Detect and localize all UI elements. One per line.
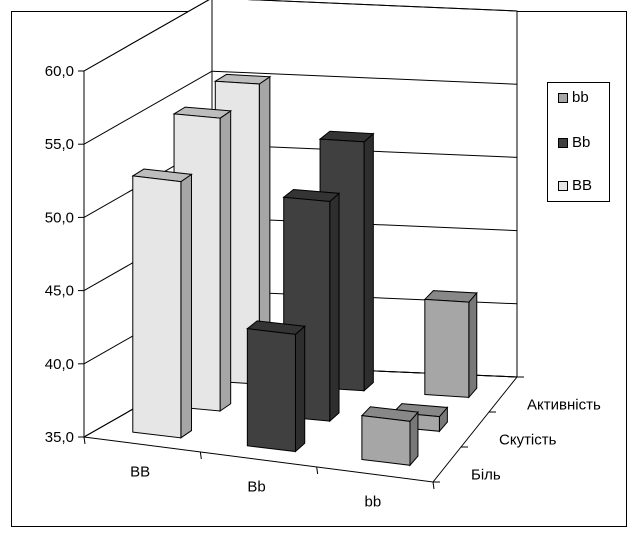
bar-Bb-Біль [246, 320, 306, 453]
depth-tick-label: Активність [527, 397, 601, 414]
depth-tick-label: Біль [471, 467, 501, 484]
depth-tick-label: Скутість [499, 432, 557, 449]
y-tick-label: 50,0 [45, 209, 74, 226]
legend-item-Bb: Bb [558, 134, 590, 152]
bar-bb-Біль [360, 406, 419, 467]
chart-labels: 35,0 40,0 45,0 50,0 55,0 60,0 BB Bb bb Активність… [45, 63, 601, 511]
legend: bb Bb BB [547, 82, 610, 202]
legend-item-BB: BB [558, 177, 592, 195]
x-tick-mark [316, 466, 319, 475]
x-tick-mark [83, 436, 86, 445]
x-tick-label: BB [130, 464, 150, 481]
legend-item-bb: bb [558, 89, 589, 107]
legend-swatch-BB [558, 181, 568, 191]
legend-label-Bb: Bb [572, 134, 591, 151]
y-tick-label: 60,0 [45, 63, 74, 80]
x-tick-label: Bb [247, 479, 265, 496]
y-tick-label: 55,0 [45, 136, 74, 153]
y-tick-label: 40,0 [45, 356, 74, 373]
x-tick-mark [432, 481, 435, 490]
y-tick-label: 35,0 [45, 429, 74, 446]
gridline-side [83, 0, 210, 72]
bar-BB-Біль [131, 168, 193, 439]
legend-label-bb: bb [572, 89, 589, 106]
legend-swatch-bb [558, 93, 568, 103]
bar-bb-Активність [423, 290, 478, 399]
chart-bars [131, 73, 478, 467]
gridline-back [211, 70, 518, 85]
legend-swatch-Bb [558, 138, 568, 148]
x-tick-label: bb [364, 494, 381, 511]
legend-label-BB: BB [572, 177, 593, 194]
y-tick-label: 45,0 [45, 283, 74, 300]
gridline-back [247, 0, 518, 12]
gridline-side [83, 70, 213, 145]
x-tick-mark [199, 451, 202, 460]
